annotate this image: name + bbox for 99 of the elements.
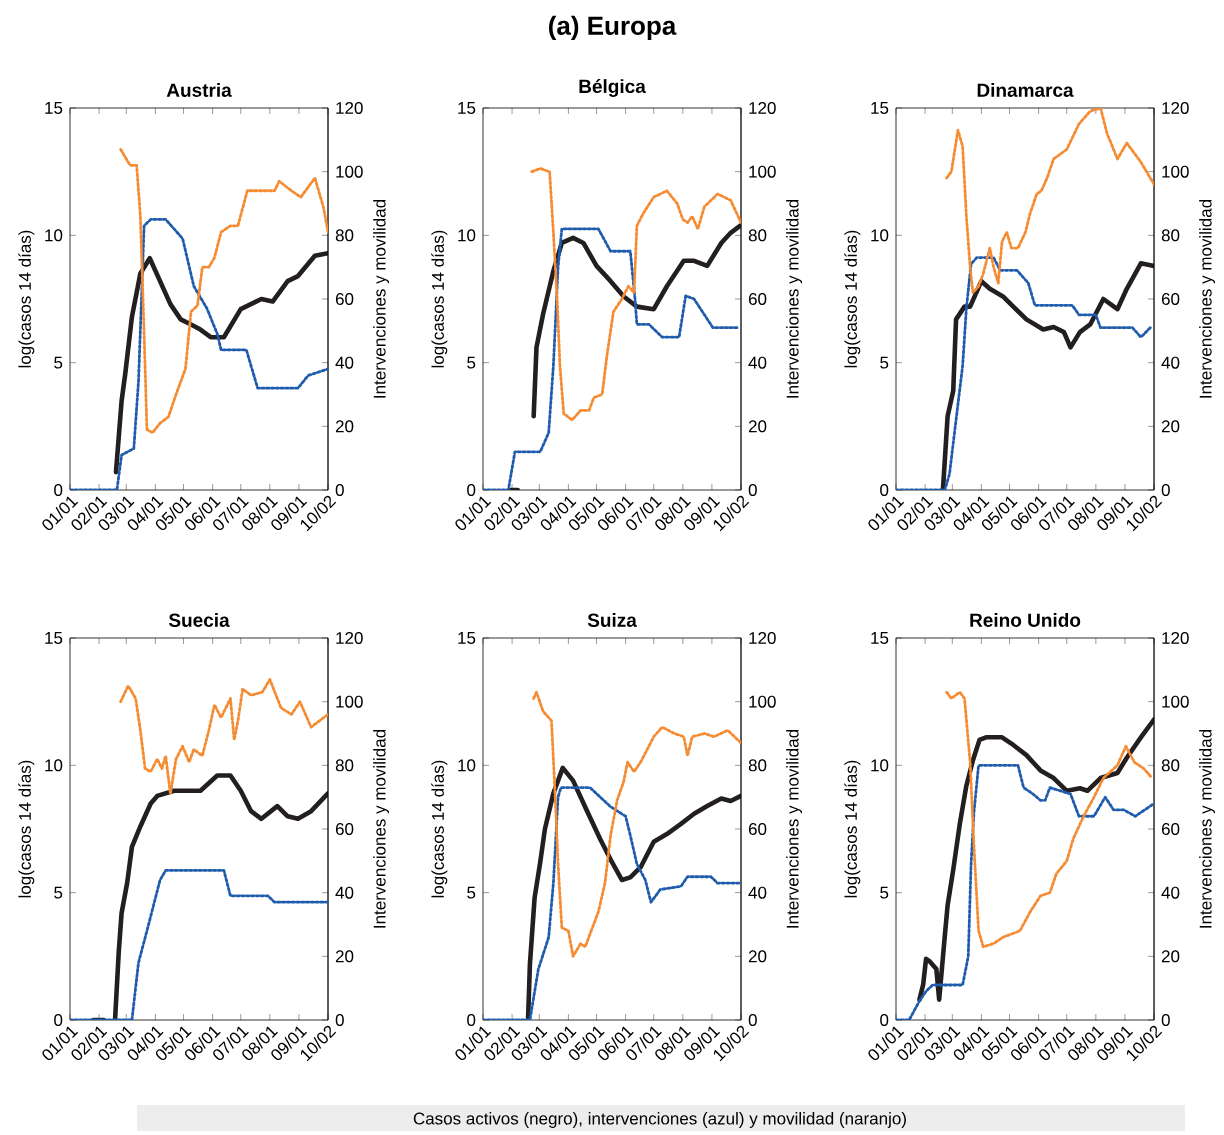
- y2-tick-label: 60: [748, 823, 767, 836]
- y2-tick-label: 100: [749, 695, 776, 708]
- y-tick-label: 5: [467, 886, 476, 899]
- y-tick-label: 10: [871, 759, 889, 772]
- y2-tick-label: 120: [336, 102, 363, 115]
- y-axis-title: log(casos 14 días): [18, 760, 35, 898]
- y-tick-label: 10: [45, 759, 63, 772]
- y2-tick-label: 60: [1161, 293, 1180, 306]
- y2-tick-label: 120: [1162, 102, 1189, 115]
- y2-axis-title: Intervenciones y movilidad: [786, 200, 802, 398]
- y-tick-label: 0: [880, 484, 889, 497]
- y2-tick-label: 100: [336, 165, 363, 178]
- y-tick-label: 10: [45, 229, 63, 242]
- y-tick-label: 15: [458, 632, 476, 645]
- line-series: [945, 690, 1154, 949]
- y2-axis-title: Intervenciones y movilidad: [786, 730, 802, 928]
- line-series: [896, 764, 1155, 1021]
- y2-tick-label: 0: [748, 484, 757, 497]
- y2-tick-label: 40: [1161, 356, 1180, 369]
- chart-title: Suiza: [587, 613, 637, 628]
- line-series: [70, 869, 328, 1021]
- y2-tick-label: 60: [335, 293, 354, 306]
- y2-tick-label: 120: [749, 102, 776, 115]
- y-tick-label: 5: [880, 356, 889, 369]
- line-series: [483, 786, 742, 1021]
- y2-tick-label: 0: [748, 1014, 757, 1027]
- y-axis-title: log(casos 14 días): [431, 230, 448, 368]
- y-tick-label: 15: [45, 632, 63, 645]
- y2-tick-label: 80: [748, 759, 767, 772]
- y-tick-label: 10: [871, 229, 889, 242]
- y2-tick-label: 20: [1161, 950, 1180, 963]
- y2-axis-title: Intervenciones y movilidad: [1199, 200, 1216, 398]
- line-series: [532, 690, 742, 958]
- line-series: [940, 261, 1155, 491]
- y2-tick-label: 20: [335, 950, 354, 963]
- y-tick-label: 15: [45, 102, 63, 115]
- y2-tick-label: 120: [1162, 632, 1189, 645]
- y2-tick-label: 40: [748, 886, 767, 899]
- y2-tick-label: 100: [749, 165, 776, 178]
- y2-tick-label: 40: [1161, 886, 1180, 899]
- y-tick-label: 0: [54, 484, 63, 497]
- y-tick-label: 5: [54, 886, 63, 899]
- line-series: [917, 717, 1155, 1003]
- chart-title: Bélgica: [579, 79, 646, 98]
- line-series: [896, 256, 1152, 491]
- y-axis-title: log(casos 14 días): [18, 230, 35, 368]
- y2-tick-label: 80: [335, 229, 354, 242]
- y2-tick-label: 80: [1161, 229, 1180, 242]
- y-tick-label: 10: [458, 759, 476, 772]
- y2-tick-label: 60: [748, 293, 767, 306]
- y2-axis-title: Intervenciones y movilidad: [373, 730, 389, 928]
- y-axis-title: log(casos 14 días): [431, 760, 448, 898]
- line-series: [119, 678, 328, 796]
- y-axis-title: log(casos 14 días): [844, 230, 861, 368]
- chart-title: Suecia: [168, 613, 230, 628]
- y2-tick-label: 60: [335, 823, 354, 836]
- y2-tick-label: 40: [335, 886, 354, 899]
- y-tick-label: 5: [54, 356, 63, 369]
- y2-tick-label: 100: [336, 695, 363, 708]
- y-tick-label: 10: [458, 229, 476, 242]
- y2-tick-label: 80: [335, 759, 354, 772]
- chart-title: Reino Unido: [970, 613, 1081, 628]
- y2-tick-label: 100: [1162, 695, 1189, 708]
- line-series: [945, 108, 1155, 295]
- y2-tick-label: 120: [749, 632, 776, 645]
- y-tick-label: 15: [871, 102, 889, 115]
- y2-tick-label: 60: [1161, 823, 1180, 836]
- y2-tick-label: 40: [748, 356, 767, 369]
- y-tick-label: 15: [871, 632, 889, 645]
- y2-tick-label: 100: [1162, 165, 1189, 178]
- y2-tick-label: 0: [1161, 1014, 1170, 1027]
- y2-axis-title: Intervenciones y movilidad: [373, 200, 389, 398]
- y2-tick-label: 80: [748, 229, 767, 242]
- text: (a) Europa: [549, 16, 677, 41]
- line-series: [525, 765, 742, 1021]
- y-tick-label: 5: [880, 886, 889, 899]
- y2-tick-label: 20: [1161, 420, 1180, 433]
- y2-axis-title: Intervenciones y movilidad: [1199, 730, 1216, 928]
- chart-title: Austria: [166, 83, 232, 98]
- y-tick-label: 0: [467, 1014, 476, 1027]
- y2-tick-label: 0: [335, 484, 344, 497]
- y2-tick-label: 0: [335, 1014, 344, 1027]
- y-tick-label: 0: [54, 1014, 63, 1027]
- text: Casos activos (negro), intervenciones (azul) y movilidad (naranjo): [413, 1112, 906, 1129]
- y2-tick-label: 80: [1161, 759, 1180, 772]
- y-axis-title: log(casos 14 días): [844, 760, 861, 898]
- y2-tick-label: 20: [748, 950, 767, 963]
- y2-tick-label: 40: [335, 356, 354, 369]
- chart-title: Dinamarca: [977, 83, 1074, 98]
- line-series: [70, 218, 328, 491]
- y2-tick-label: 20: [748, 420, 767, 433]
- y-tick-label: 0: [467, 484, 476, 497]
- y2-tick-label: 120: [336, 632, 363, 645]
- y2-tick-label: 0: [1161, 484, 1170, 497]
- y-tick-label: 0: [880, 1014, 889, 1027]
- line-series: [530, 167, 742, 422]
- y2-tick-label: 20: [335, 420, 354, 433]
- y-tick-label: 15: [458, 102, 476, 115]
- y-tick-label: 5: [467, 356, 476, 369]
